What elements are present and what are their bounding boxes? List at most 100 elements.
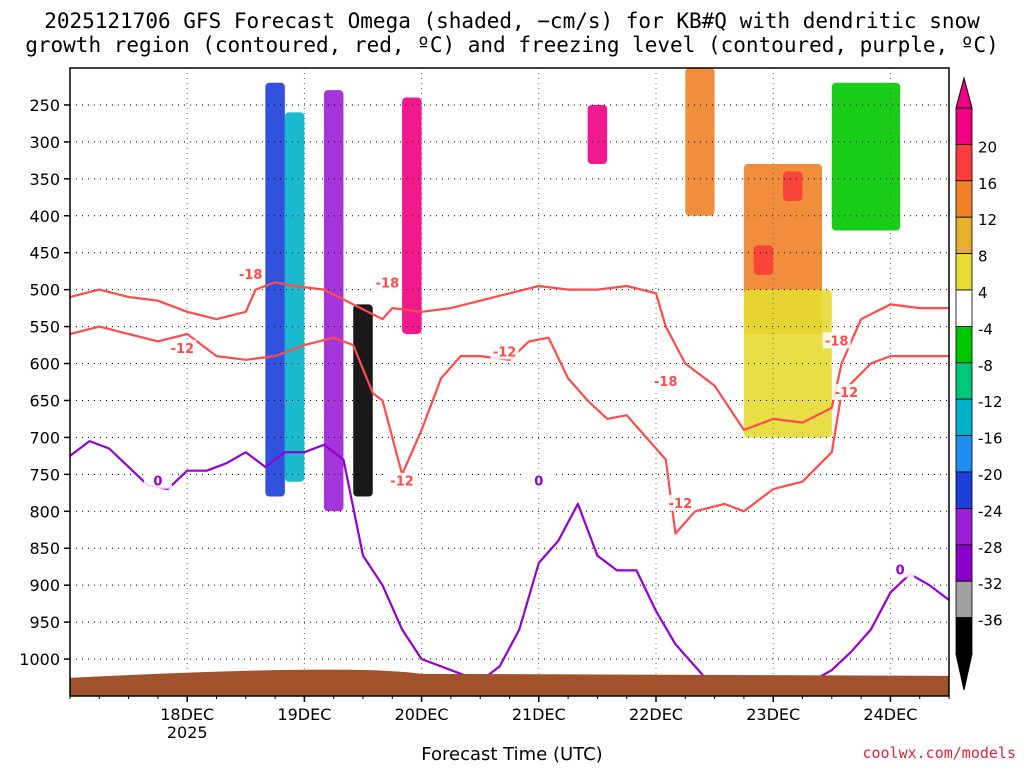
source-credit: coolwx.com/models — [862, 744, 1016, 762]
contour-label-bg-1 — [373, 274, 402, 291]
x-tick-label-2: 20DEC — [395, 705, 449, 724]
colorbar-label-12: 16 — [978, 175, 997, 193]
y-tick-label-11: 800 — [29, 502, 60, 521]
colorbar-box-5 — [955, 435, 973, 473]
omega-band-11 — [831, 82, 901, 231]
x-tick-label-3: 21DEC — [512, 705, 566, 724]
contour-label-9: 0 — [153, 475, 162, 490]
omega-band-9 — [782, 171, 803, 201]
contour-label-bg-2 — [651, 373, 680, 389]
x-tick-label-5: 23DEC — [746, 705, 800, 724]
contour-label-bg-8 — [832, 384, 861, 401]
contour-label-bg-0 — [236, 265, 265, 282]
colorbar-label-0: -36 — [978, 612, 1003, 630]
y-tick-label-15: 1000 — [19, 650, 60, 669]
colorbar-box-2 — [955, 544, 973, 582]
y-tick-label-7: 600 — [29, 355, 60, 374]
contour-line-2 — [70, 440, 949, 694]
omega-shading — [265, 68, 940, 512]
y-tick-label-6: 550 — [29, 318, 60, 337]
colorbar-box-4 — [955, 471, 973, 509]
colorbar-label-9: 4 — [978, 284, 988, 302]
colorbar-label-2: -28 — [978, 539, 1003, 557]
y-tick-label-4: 450 — [29, 244, 60, 263]
x-axis-title: Forecast Time (UTC) — [421, 744, 603, 765]
omega-band-2 — [323, 90, 344, 512]
y-tick-label-8: 650 — [29, 391, 60, 410]
contour-label-0: -18 — [239, 268, 263, 283]
omega-band-5 — [587, 104, 608, 165]
contour-label-4: -12 — [171, 342, 195, 357]
terrain — [70, 669, 949, 696]
contour-label-bg-10 — [524, 472, 553, 489]
colorbar-label-11: 12 — [978, 211, 997, 229]
contour-label-bg-11 — [886, 561, 915, 578]
chart-title-line-1: 2025121706 GFS Forecast Omega (shaded, −… — [44, 9, 980, 33]
contour-label-11: 0 — [896, 563, 905, 578]
colorbar-box-6 — [955, 398, 973, 437]
colorbar-box-11 — [955, 216, 973, 254]
y-tick-label-5: 500 — [29, 281, 60, 300]
colorbar-box-12 — [955, 180, 973, 218]
contour-label-5: -12 — [390, 475, 414, 490]
colorbar-box-14 — [955, 107, 973, 145]
omega-band-1 — [284, 112, 305, 482]
contour-label-6: -12 — [493, 345, 517, 360]
y-tick-label-0: 250 — [29, 96, 60, 115]
contour-label-bg-4 — [168, 339, 197, 356]
colorbar-box-1 — [955, 580, 973, 619]
contour-label-8: -12 — [835, 386, 859, 401]
colorbar-label-13: 20 — [978, 138, 997, 156]
contour-line-1 — [70, 325, 949, 535]
omega-band-3 — [353, 304, 373, 497]
colorbar-box-0 — [955, 617, 973, 655]
contour-label-2: -18 — [654, 375, 678, 390]
colorbar: -36 -32 -28 -24 -20 -16 -12 -8 -4 4 8 12 16 20 — [955, 76, 1003, 691]
y-tick-label-10: 750 — [29, 465, 60, 484]
x-tick-sublabel-0: 2025 — [167, 723, 208, 742]
omega-band-4 — [402, 97, 422, 334]
omega-band-12 — [900, 97, 940, 142]
terrain-surface — [70, 669, 949, 696]
colorbar-box-13 — [955, 143, 973, 182]
colorbar-label-4: -20 — [978, 466, 1003, 484]
colorbar-box-3 — [955, 507, 973, 546]
x-tick-label-1: 19DEC — [277, 705, 331, 724]
omega-band-0 — [265, 82, 285, 497]
colorbar-box-10 — [955, 253, 973, 291]
contour-label-bg-9 — [143, 472, 172, 489]
colorbar-box-7 — [955, 362, 973, 400]
colorbar-label-10: 8 — [978, 248, 988, 266]
contour-line-0 — [70, 281, 949, 432]
contour-label-3: -18 — [825, 334, 849, 349]
y-axis: 250 300 350 400 450 500 550 600 650 700 750 800 850 9… — [19, 96, 70, 669]
colorbar-label-5: -16 — [978, 430, 1003, 448]
contour-label-7: -12 — [669, 497, 693, 512]
contour-label-10: 0 — [534, 475, 543, 490]
y-tick-label-1: 300 — [29, 133, 60, 152]
y-tick-label-12: 850 — [29, 539, 60, 558]
x-tick-label-0: 18DEC — [160, 705, 214, 724]
contour-label-bg-6 — [490, 343, 519, 360]
colorbar-label-8: -4 — [978, 320, 993, 338]
y-tick-label-9: 700 — [29, 428, 60, 447]
chart-title-line-2: growth region (contoured, red, ºC) and f… — [25, 33, 999, 57]
omega-band-6 — [685, 68, 715, 216]
colorbar-box-9 — [955, 289, 973, 327]
colorbar-top-arrow — [955, 76, 973, 109]
x-tick-label-6: 24DEC — [863, 705, 917, 724]
colorbar-label-3: -24 — [978, 502, 1003, 520]
colorbar-box-8 — [955, 325, 973, 364]
contour-label-bg-3 — [822, 332, 851, 349]
y-tick-label-13: 900 — [29, 576, 60, 595]
contour-label-bg-5 — [388, 472, 417, 489]
contour-label-bg-7 — [666, 494, 695, 511]
omega-band-10 — [743, 289, 832, 438]
contours: -18 -18 -18 -18 -12 -12 -12 -12 -12 0 0 0 — [70, 265, 949, 694]
omega-band-8 — [753, 245, 774, 275]
colorbar-label-1: -32 — [978, 575, 1003, 593]
colorbar-label-6: -12 — [978, 393, 1003, 411]
colorbar-label-7: -8 — [978, 357, 993, 375]
